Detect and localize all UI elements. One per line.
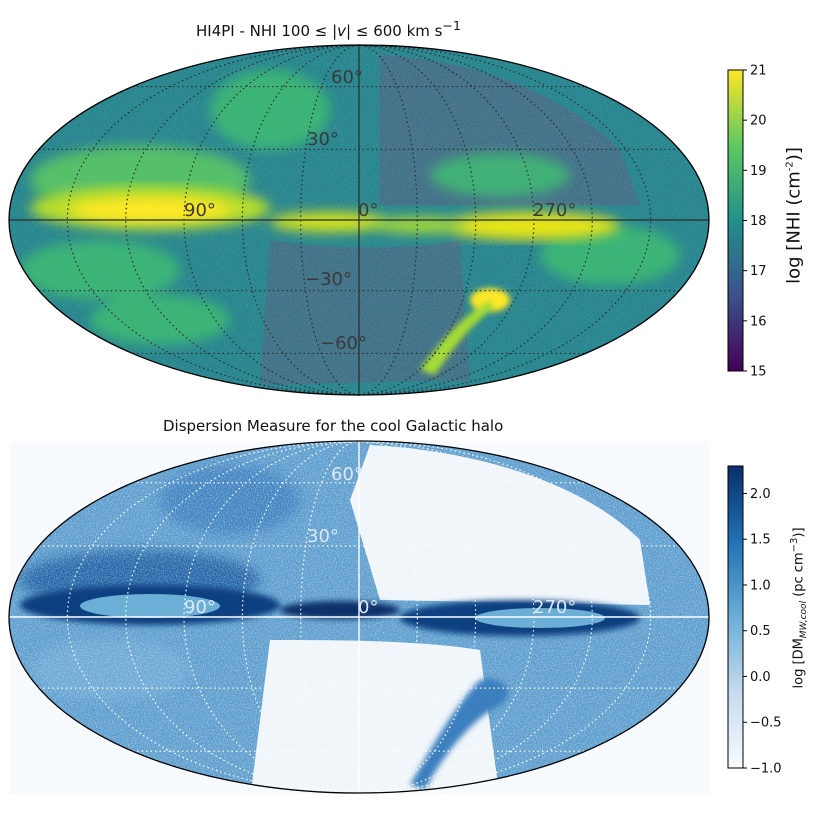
meridian-line: [125, 440, 360, 794]
meridian-line: [125, 44, 360, 396]
meridian-line: [358, 44, 593, 396]
colorbar-tick-label: 18: [750, 214, 767, 229]
colorbar-tick-label: 0.5: [750, 624, 771, 639]
colorbar-tick-label: 0.0: [750, 670, 771, 685]
colorbar-tick-label: 1.0: [750, 578, 771, 593]
lat-label-minus30: −30°: [305, 269, 352, 290]
top-colorbar: 21 20 19 18 17 16 15: [727, 64, 767, 380]
colorbar-tick-label: 21: [750, 64, 767, 79]
colorbar-tick-label: −1.0: [750, 762, 782, 777]
meridian-line: [300, 440, 360, 794]
meridian-line: [358, 440, 593, 794]
top-map-boundary: [8, 44, 710, 396]
colorbar-tick-label: 16: [750, 314, 767, 329]
colorbar-tick-label: 1.5: [750, 533, 771, 548]
bottom-colorbar-label: log [DMMW,cool (pc cm−3)]: [789, 527, 809, 689]
colorbar-tick-label: 17: [750, 264, 767, 279]
bottom-grid-labels: 90° 0° 270° 60° 30°: [184, 464, 576, 618]
lat-label-30: 30°: [307, 129, 339, 150]
bottom-map-title: Dispersion Measure for the cool Galactic…: [163, 417, 504, 435]
lon-label-270: 270°: [533, 597, 576, 618]
lat-label-30: 30°: [307, 526, 339, 547]
lon-label-270: 270°: [533, 200, 576, 221]
top-map-title: HI4PI - NHI 100 ≤ |v| ≤ 600 km s−1: [196, 18, 461, 40]
colorbar-tick-label: 15: [750, 365, 767, 380]
lat-label-60: 60°: [331, 464, 363, 485]
colorbar-tick-label: 2.0: [750, 487, 771, 502]
lon-label-0: 0°: [358, 597, 378, 618]
lat-label-60: 60°: [331, 67, 363, 88]
lat-label-minus60: −60°: [320, 333, 367, 354]
lon-label-90: 90°: [184, 597, 216, 618]
bottom-map-boundary: [8, 440, 710, 794]
colorbar-tick-label: 20: [750, 114, 767, 129]
lon-label-90: 90°: [184, 200, 216, 221]
top-grid-labels: 90° 0° 270° 60° 30° −30° −60°: [184, 67, 576, 354]
bottom-colorbar-gradient: [727, 465, 744, 769]
bottom-colorbar: 2.0 1.5 1.0 0.5 0.0 −0.5 −1.0: [727, 465, 782, 777]
top-colorbar-gradient: [727, 69, 744, 372]
meridian-line: [358, 440, 418, 794]
lon-label-0: 0°: [358, 200, 378, 221]
colorbar-tick-label: 19: [750, 164, 767, 179]
top-map: 90° 0° 270° 60° 30° −30° −60°: [8, 44, 710, 396]
bottom-map: 90° 0° 270° 60° 30°: [8, 440, 710, 794]
top-colorbar-label: log [NHI (cm-2)]: [783, 147, 805, 284]
colorbar-tick-label: −0.5: [750, 716, 782, 731]
meridian-line: [66, 44, 360, 396]
